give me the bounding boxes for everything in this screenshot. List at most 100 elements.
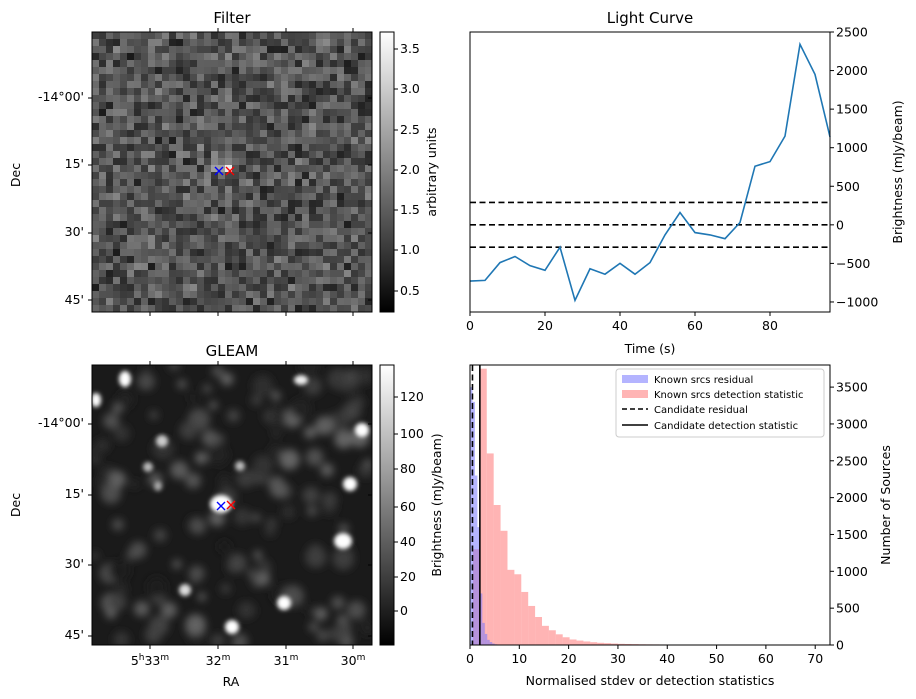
filter-pixel <box>267 137 275 145</box>
filter-pixel <box>162 235 170 243</box>
filter-pixel <box>183 193 191 201</box>
filter-pixel <box>274 95 282 103</box>
filter-pixel <box>330 235 338 243</box>
filter-pixel <box>316 186 324 194</box>
filter-pixel <box>337 214 345 222</box>
filter-pixel <box>281 74 289 82</box>
filter-pixel <box>169 53 177 61</box>
gleam-cb-tick-1: 20 <box>400 569 416 584</box>
filter-pixel <box>351 263 359 271</box>
filter-pixel <box>106 263 114 271</box>
gleam-noise-blob <box>334 430 353 449</box>
filter-pixel <box>358 116 366 124</box>
filter-pixel <box>197 123 205 131</box>
filter-pixel <box>99 39 107 47</box>
filter-pixel <box>344 39 352 47</box>
filter-pixel <box>316 32 324 40</box>
filter-pixel <box>330 158 338 166</box>
filter-pixel <box>169 102 177 110</box>
filter-pixel <box>169 235 177 243</box>
filter-pixel <box>260 165 268 173</box>
filter-pixel <box>351 214 359 222</box>
filter-pixel <box>211 207 219 215</box>
filter-pixel <box>225 81 233 89</box>
detection-bar <box>604 643 612 645</box>
filter-pixel <box>190 305 198 313</box>
filter-title: Filter <box>213 9 251 27</box>
filter-pixel <box>253 235 261 243</box>
filter-pixel <box>218 130 226 138</box>
filter-pixel <box>295 221 303 229</box>
filter-pixel <box>183 172 191 180</box>
filter-pixel <box>323 116 331 124</box>
filter-pixel <box>232 207 240 215</box>
filter-pixel <box>183 200 191 208</box>
filter-pixel <box>323 32 331 40</box>
gleam-noise-blob <box>188 565 205 582</box>
filter-pixel <box>183 46 191 54</box>
filter-pixel <box>99 116 107 124</box>
filter-pixel <box>309 242 317 250</box>
filter-pixel <box>295 144 303 152</box>
filter-pixel <box>295 165 303 173</box>
filter-pixel <box>92 249 100 257</box>
filter-pixel <box>183 298 191 306</box>
filter-pixel <box>92 277 100 285</box>
filter-pixel <box>211 298 219 306</box>
filter-pixel <box>253 284 261 292</box>
filter-pixel <box>309 39 317 47</box>
filter-pixel <box>365 186 373 194</box>
filter-pixel <box>106 109 114 117</box>
filter-pixel <box>225 249 233 257</box>
filter-pixel <box>365 193 373 201</box>
filter-pixel <box>120 74 128 82</box>
filter-pixel <box>99 270 107 278</box>
filter-pixel <box>337 74 345 82</box>
filter-pixel <box>127 235 135 243</box>
filter-pixel <box>141 298 149 306</box>
filter-pixel <box>323 270 331 278</box>
filter-pixel <box>148 228 156 236</box>
filter-pixel <box>316 291 324 299</box>
filter-pixel <box>288 95 296 103</box>
filter-pixel <box>92 291 100 299</box>
filter-pixel <box>267 109 275 117</box>
filter-pixel <box>302 186 310 194</box>
filter-pixel <box>337 284 345 292</box>
filter-cb-tick-5: 3.0 <box>400 81 420 96</box>
filter-pixel <box>141 207 149 215</box>
gleam-noise-blob <box>315 416 334 436</box>
filter-pixel <box>120 53 128 61</box>
filter-pixel <box>113 270 121 278</box>
filter-pixel <box>232 298 240 306</box>
filter-pixel <box>120 228 128 236</box>
filter-pixel <box>232 144 240 152</box>
filter-pixel <box>99 102 107 110</box>
filter-pixel <box>365 200 373 208</box>
filter-pixel <box>183 53 191 61</box>
filter-pixel <box>113 60 121 68</box>
histogram-ytick-label: 3500 <box>836 380 868 395</box>
filter-pixel <box>148 81 156 89</box>
filter-pixel <box>176 137 184 145</box>
filter-pixel <box>120 200 128 208</box>
filter-pixel <box>127 305 135 313</box>
filter-pixel <box>225 235 233 243</box>
filter-pixel <box>288 291 296 299</box>
filter-pixel <box>113 186 121 194</box>
detection-bar <box>611 643 618 645</box>
filter-pixel <box>358 81 366 89</box>
filter-pixel <box>267 46 275 54</box>
filter-pixel <box>239 60 247 68</box>
filter-pixel <box>99 53 107 61</box>
filter-pixel <box>120 221 128 229</box>
filter-pixel <box>260 137 268 145</box>
filter-pixel <box>155 284 163 292</box>
filter-pixel <box>120 179 128 187</box>
filter-pixel <box>148 137 156 145</box>
filter-pixel <box>204 53 212 61</box>
filter-pixel <box>267 74 275 82</box>
filter-pixel <box>148 109 156 117</box>
filter-pixel <box>232 102 240 110</box>
filter-pixel <box>316 193 324 201</box>
